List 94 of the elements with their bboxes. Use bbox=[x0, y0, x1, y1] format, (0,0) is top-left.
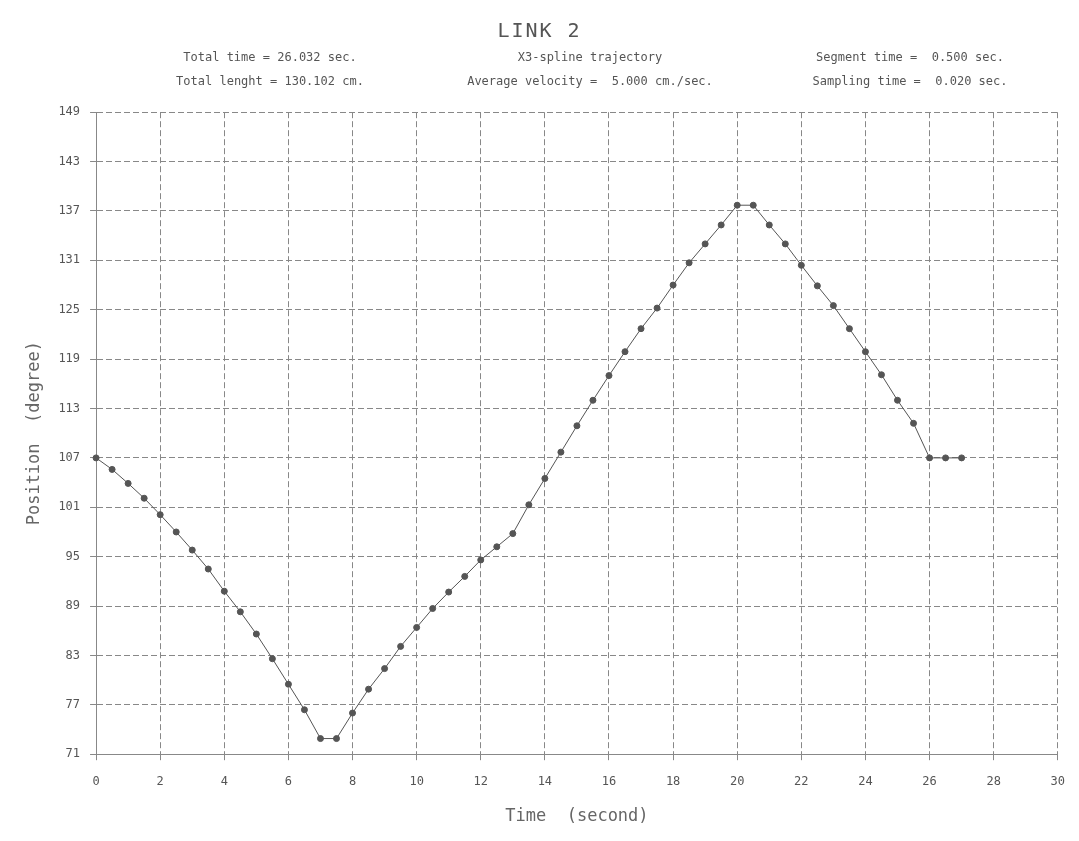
point bbox=[108, 465, 116, 473]
text: Sampling time = 0.020 sec. bbox=[811, 74, 1009, 88]
point bbox=[926, 454, 934, 462]
point bbox=[493, 543, 501, 551]
point bbox=[333, 735, 340, 743]
x-tick-label: 2 bbox=[156, 773, 164, 788]
x-tick-label: 22 bbox=[794, 773, 809, 788]
point bbox=[797, 261, 805, 269]
point bbox=[188, 546, 196, 554]
point bbox=[316, 735, 324, 743]
point bbox=[204, 565, 212, 573]
point bbox=[124, 479, 132, 487]
point bbox=[893, 396, 901, 404]
point bbox=[300, 706, 308, 714]
point bbox=[445, 588, 453, 596]
y-tick-label: 125 bbox=[58, 301, 81, 316]
y-tick-label: 137 bbox=[58, 203, 81, 218]
point bbox=[717, 221, 725, 229]
x-tick-label: 8 bbox=[348, 773, 357, 788]
chart-title: LINK 2 bbox=[496, 18, 583, 42]
y-tick-label: 95 bbox=[65, 548, 81, 563]
point bbox=[236, 608, 244, 616]
point bbox=[349, 709, 357, 717]
point bbox=[958, 454, 966, 462]
point bbox=[172, 528, 180, 536]
y-tick-label: 113 bbox=[58, 400, 81, 415]
point bbox=[910, 419, 918, 427]
y-tick-label: 149 bbox=[58, 104, 81, 119]
point bbox=[749, 201, 757, 209]
point bbox=[813, 282, 821, 290]
x-tick-label: 26 bbox=[922, 773, 937, 788]
x-tick-label: 30 bbox=[1050, 773, 1065, 788]
point bbox=[685, 259, 693, 267]
x-tick-label: 0 bbox=[92, 773, 100, 788]
point bbox=[140, 494, 148, 502]
y-tick-label: 83 bbox=[65, 647, 81, 662]
y-tick-label: 71 bbox=[65, 746, 81, 761]
x-tick-label: 12 bbox=[473, 773, 488, 788]
y-tick-label: 143 bbox=[58, 153, 81, 168]
point bbox=[397, 642, 405, 650]
point bbox=[381, 665, 389, 673]
x-tick-label: 24 bbox=[858, 773, 873, 788]
point bbox=[429, 605, 437, 613]
y-tick-label: 131 bbox=[58, 252, 81, 267]
point bbox=[637, 325, 645, 333]
x-tick-label: 18 bbox=[665, 773, 681, 788]
text: Segment time = 0.500 sec. bbox=[815, 50, 1005, 64]
x-tick-label: 20 bbox=[729, 773, 745, 788]
point bbox=[156, 511, 164, 519]
point bbox=[781, 240, 789, 248]
text: Total lenght = 130.102 cm. bbox=[175, 74, 365, 88]
point bbox=[669, 281, 677, 289]
y-tick-label: 89 bbox=[65, 598, 81, 613]
point bbox=[765, 221, 773, 229]
y-tick-label: 107 bbox=[58, 450, 81, 465]
text: Total time = 26.032 sec. bbox=[182, 50, 358, 64]
point bbox=[557, 448, 565, 456]
x-tick-label: 4 bbox=[220, 773, 228, 788]
point bbox=[733, 201, 741, 209]
point bbox=[525, 501, 533, 509]
point bbox=[589, 396, 597, 404]
point bbox=[942, 454, 950, 462]
point bbox=[829, 302, 837, 310]
y-tick-label: 77 bbox=[65, 696, 81, 711]
point bbox=[621, 348, 629, 356]
x-tick-label: 10 bbox=[409, 773, 424, 788]
point bbox=[477, 556, 485, 564]
y-axis-title: Position (degree) bbox=[22, 341, 43, 526]
point bbox=[284, 680, 292, 688]
point bbox=[861, 348, 869, 356]
point bbox=[461, 572, 469, 580]
x-axis-title: Time (second) bbox=[505, 805, 649, 826]
text: Average velocity = 5.000 cm./sec. bbox=[466, 74, 714, 88]
point bbox=[268, 655, 276, 663]
point bbox=[541, 474, 549, 482]
x-tick-label: 28 bbox=[986, 773, 1001, 788]
x-tick-label: 16 bbox=[601, 773, 617, 788]
point bbox=[220, 587, 228, 595]
x-tick-label: 14 bbox=[537, 773, 553, 788]
point bbox=[365, 685, 373, 693]
point bbox=[509, 530, 517, 538]
point bbox=[573, 422, 581, 430]
point bbox=[92, 454, 100, 462]
point bbox=[701, 240, 709, 248]
point bbox=[653, 304, 661, 312]
y-tick-label: 119 bbox=[58, 351, 81, 366]
x-tick-label: 6 bbox=[284, 773, 293, 788]
point bbox=[845, 325, 853, 333]
point bbox=[877, 371, 885, 379]
point bbox=[252, 630, 260, 638]
point bbox=[413, 623, 421, 631]
point bbox=[605, 372, 613, 380]
text: X3-spline trajectory bbox=[516, 50, 664, 64]
y-tick-label: 101 bbox=[58, 499, 81, 514]
